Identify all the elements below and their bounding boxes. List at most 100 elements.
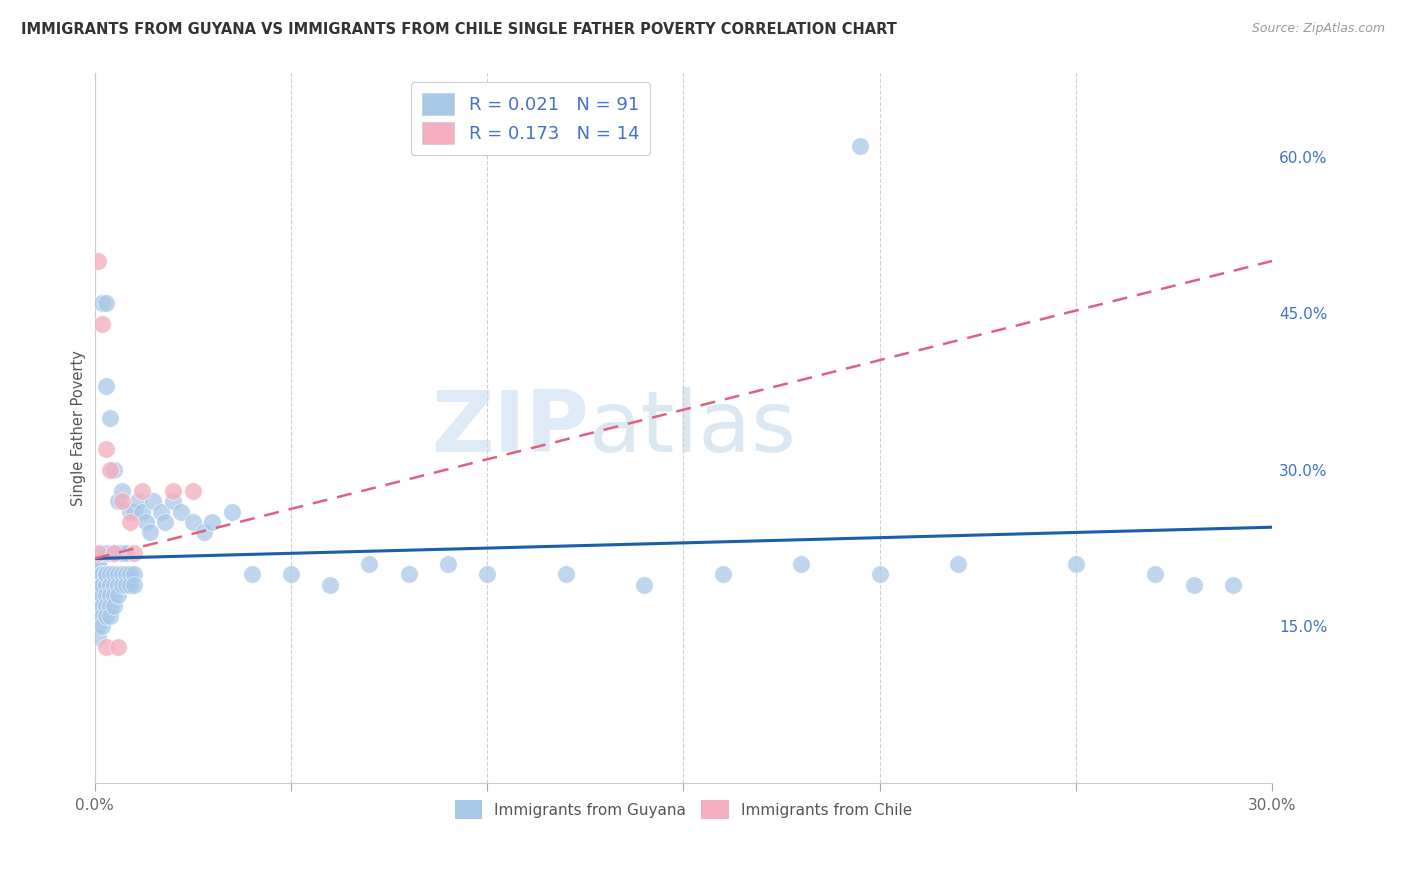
Point (319, 577, 342, 591)
Point (98, 577, 121, 591)
Point (162, 483, 184, 498)
Point (96, 442, 118, 456)
Point (869, 567, 891, 582)
Point (437, 557, 460, 571)
Point (359, 557, 381, 571)
Point (103, 546, 125, 560)
Legend: Immigrants from Guyana, Immigrants from Chile: Immigrants from Guyana, Immigrants from … (449, 794, 918, 825)
Point (554, 567, 576, 582)
Point (111, 546, 134, 560)
Point (1143, 567, 1166, 582)
Point (96, 640, 118, 655)
Point (107, 640, 129, 655)
Point (87, 557, 110, 571)
Point (91, 599, 114, 613)
Point (118, 577, 141, 591)
Point (1064, 557, 1087, 571)
Point (87, 577, 110, 591)
Point (87, 557, 110, 571)
Point (150, 504, 173, 518)
Point (193, 525, 215, 540)
Point (103, 577, 125, 591)
Point (98, 609, 121, 624)
Point (96, 588, 118, 602)
Point (475, 567, 498, 582)
Point (115, 577, 138, 591)
Point (131, 504, 153, 518)
Point (948, 557, 970, 571)
Point (118, 504, 141, 518)
Point (91, 588, 114, 602)
Point (181, 515, 204, 529)
Point (138, 525, 160, 540)
Point (96, 295, 118, 310)
Text: Source: ZipAtlas.com: Source: ZipAtlas.com (1251, 22, 1385, 36)
Point (122, 577, 145, 591)
Point (103, 588, 125, 602)
Text: IMMIGRANTS FROM GUYANA VS IMMIGRANTS FROM CHILE SINGLE FATHER POVERTY CORRELATIO: IMMIGRANTS FROM GUYANA VS IMMIGRANTS FRO… (21, 22, 897, 37)
Point (633, 577, 655, 591)
Point (135, 515, 157, 529)
Point (91, 609, 114, 624)
Point (111, 567, 134, 582)
Point (98, 588, 121, 602)
Point (122, 567, 145, 582)
Point (849, 139, 872, 153)
Point (87, 567, 110, 582)
Y-axis label: Single Father Poverty: Single Father Poverty (72, 350, 86, 506)
Point (91, 546, 114, 560)
Point (111, 483, 134, 498)
Point (107, 567, 129, 582)
Point (162, 494, 184, 508)
Point (115, 546, 138, 560)
Point (107, 494, 129, 508)
Point (107, 546, 129, 560)
Point (87, 254, 110, 268)
Point (122, 546, 145, 560)
Point (87, 619, 110, 633)
Point (103, 463, 125, 477)
Point (142, 494, 165, 508)
Point (221, 504, 243, 518)
Point (96, 567, 118, 582)
Point (91, 567, 114, 582)
Point (398, 567, 420, 582)
Point (96, 379, 118, 393)
Point (711, 567, 734, 582)
Point (98, 567, 121, 582)
Point (91, 295, 114, 310)
Point (107, 577, 129, 591)
Point (1222, 577, 1244, 591)
Point (790, 557, 813, 571)
Point (91, 317, 114, 331)
Point (111, 577, 134, 591)
Point (91, 577, 114, 591)
Point (118, 567, 141, 582)
Point (91, 619, 114, 633)
Point (96, 567, 118, 582)
Point (122, 504, 145, 518)
Point (87, 546, 110, 560)
Point (96, 609, 118, 624)
Point (118, 515, 141, 529)
Point (280, 567, 302, 582)
Point (96, 599, 118, 613)
Point (107, 588, 129, 602)
Point (181, 483, 204, 498)
Text: atlas: atlas (589, 386, 797, 469)
Point (103, 567, 125, 582)
Point (201, 515, 224, 529)
Text: ZIP: ZIP (432, 386, 589, 469)
Point (1182, 577, 1205, 591)
Point (96, 577, 118, 591)
Point (96, 546, 118, 560)
Point (170, 504, 193, 518)
Point (87, 599, 110, 613)
Point (87, 630, 110, 644)
Point (127, 494, 149, 508)
Point (87, 609, 110, 624)
Point (98, 463, 121, 477)
Point (87, 567, 110, 582)
Point (103, 599, 125, 613)
Point (98, 546, 121, 560)
